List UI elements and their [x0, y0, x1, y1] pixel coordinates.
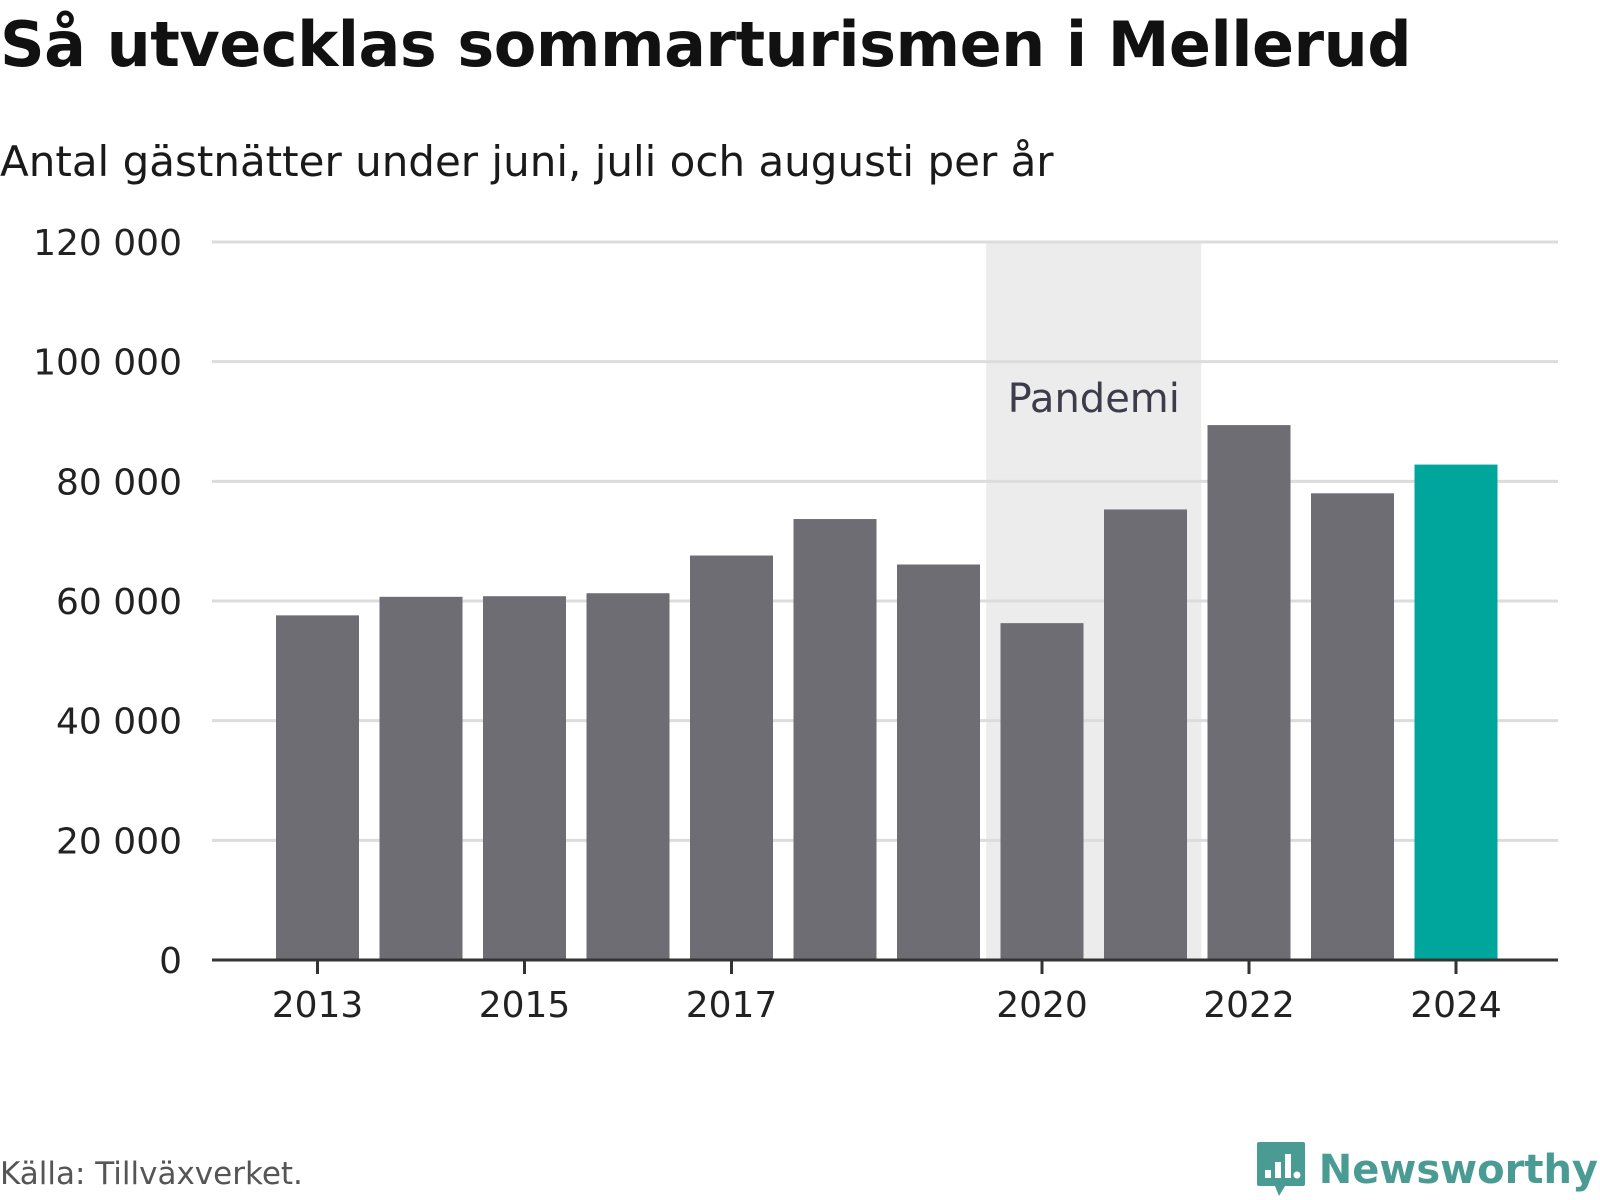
bar-2022	[1207, 425, 1291, 961]
y-tick-label: 20 000	[56, 821, 182, 862]
bar-2024	[1414, 464, 1498, 960]
newsworthy-logo-icon	[1256, 1142, 1305, 1196]
bar-2021	[1104, 509, 1187, 960]
bar-2023	[1311, 493, 1394, 960]
x-tick-label: 2013	[272, 985, 364, 1026]
bar-2016	[586, 593, 670, 960]
bar-2015	[483, 596, 566, 960]
bar-2018	[793, 519, 877, 960]
x-tick-label: 2024	[1410, 985, 1502, 1026]
y-tick-label: 40 000	[56, 702, 182, 743]
x-tick-label: 2020	[996, 985, 1088, 1026]
y-tick-label: 60 000	[56, 582, 182, 623]
y-tick-label: 80 000	[56, 462, 182, 503]
x-tick-label: 2015	[479, 985, 571, 1026]
bar-2019	[897, 564, 980, 960]
y-tick-label: 0	[159, 941, 182, 982]
y-tick-label: 120 000	[33, 223, 182, 264]
bar-2020	[1000, 623, 1084, 960]
chart-title: Så utvecklas sommarturismen i Mellerud	[0, 8, 1412, 81]
bar-2017	[690, 555, 773, 960]
brand-logo: Newsworthy	[1255, 1140, 1598, 1200]
pandemic-label: Pandemi	[1008, 376, 1180, 422]
x-tick-label: 2022	[1203, 985, 1295, 1026]
bar-2013	[276, 615, 359, 960]
chart-subtitle: Antal gästnätter under juni, juli och au…	[0, 137, 1054, 186]
y-tick-label: 100 000	[33, 343, 182, 384]
x-tick-label: 2017	[686, 985, 778, 1026]
brand-name: Newsworthy	[1318, 1147, 1598, 1193]
bar-2014	[379, 596, 463, 960]
source-note: Källa: Tillväxverket.	[0, 1156, 303, 1192]
